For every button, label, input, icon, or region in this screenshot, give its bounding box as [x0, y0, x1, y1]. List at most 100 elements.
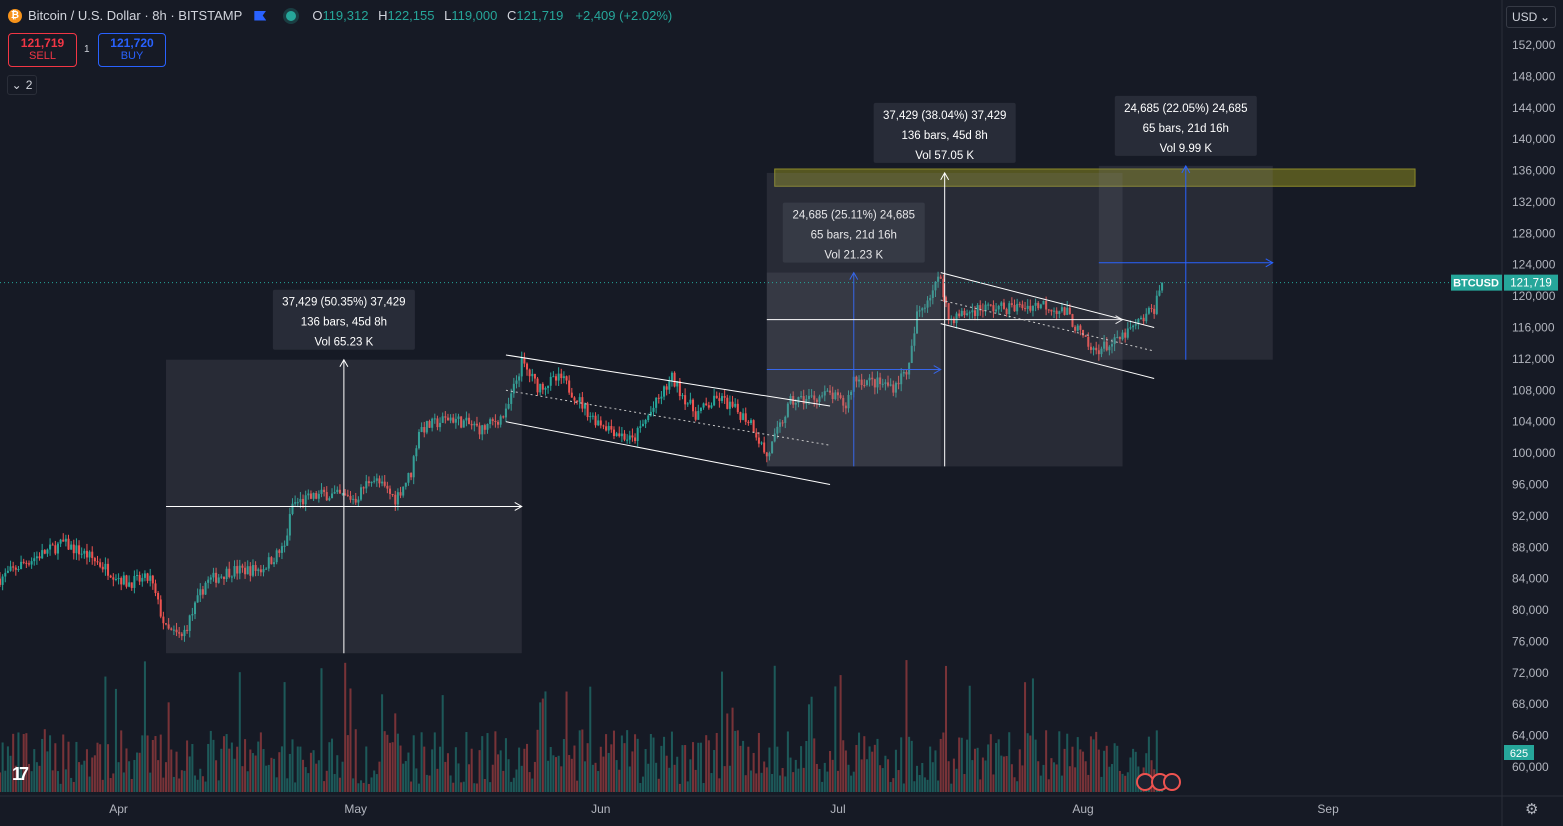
volume-bar: [966, 739, 969, 792]
price-tick-label: 84,000: [1512, 572, 1549, 586]
volume-bar: [64, 769, 67, 792]
volume-bar: [1126, 772, 1129, 792]
volume-bar: [784, 776, 787, 792]
buy-button[interactable]: 121,720 BUY: [98, 33, 166, 67]
candle-body: [763, 442, 766, 453]
candle-body: [265, 568, 268, 570]
volume-bar: [439, 746, 442, 792]
price-tick-label: 116,000: [1512, 321, 1555, 335]
candle-body: [589, 416, 592, 418]
candle-body: [415, 448, 418, 457]
volume-bar: [826, 771, 829, 792]
candle-body: [236, 566, 239, 574]
candle-body: [510, 393, 513, 404]
candle-body: [1018, 303, 1021, 305]
volume-bar: [446, 753, 449, 792]
channel-2-upper-line: [940, 272, 1155, 329]
volume-bar: [209, 730, 212, 792]
candle-body: [676, 381, 679, 387]
candle-body: [992, 305, 995, 312]
candle-body: [22, 561, 25, 563]
candle-body: [784, 416, 787, 423]
volume-bar: [154, 736, 157, 792]
volume-bar: [1037, 761, 1040, 792]
flag-icon[interactable]: [254, 10, 267, 21]
volume-bar: [858, 732, 861, 792]
volume-bar: [201, 776, 204, 792]
volume-bar: [35, 762, 38, 792]
price-tick-label: 136,000: [1512, 164, 1556, 178]
candle-body: [647, 415, 650, 420]
candle-body: [228, 568, 231, 577]
volume-bar: [876, 738, 879, 792]
volume-bar: [107, 744, 110, 792]
candle-body: [1002, 302, 1005, 309]
candle-body: [963, 310, 966, 316]
candle-body: [220, 576, 223, 578]
volume-bar: [51, 770, 54, 792]
candle-body: [829, 390, 832, 393]
volume-bar: [452, 782, 455, 792]
candle-body: [96, 561, 99, 563]
volume-bar: [1018, 749, 1021, 792]
volume-bar: [141, 735, 144, 792]
candle-body: [357, 499, 360, 503]
measure-label-line: 65 bars, 21d 16h: [811, 230, 897, 242]
volume-bar: [686, 781, 689, 792]
volume-bar: [365, 746, 368, 792]
candle-body: [25, 562, 28, 564]
candle-body: [626, 439, 629, 441]
volume-bar: [1039, 775, 1042, 792]
candle-body: [620, 433, 623, 437]
volume-bar: [665, 755, 668, 792]
candle-body: [402, 486, 405, 496]
candle-body: [1079, 325, 1082, 330]
volume-bar: [83, 760, 86, 792]
volume-bar: [549, 746, 552, 792]
volume-bar: [573, 745, 576, 792]
volume-bar: [286, 778, 289, 792]
price-tick-label: 80,000: [1512, 603, 1549, 617]
tradingview-logo-icon[interactable]: 17: [12, 764, 29, 784]
candle-body: [902, 371, 905, 374]
volume-bar: [657, 778, 660, 792]
volume-bar: [164, 762, 168, 792]
volume-bar: [236, 746, 239, 792]
volume-bar: [1155, 730, 1158, 792]
measure-arrowhead: [514, 502, 523, 511]
candle-body: [14, 567, 17, 570]
volume-bar: [112, 773, 115, 792]
currency-selector[interactable]: USD ⌄: [1506, 6, 1556, 28]
volume-bar: [1113, 743, 1116, 792]
candle-body: [204, 582, 207, 595]
sell-button[interactable]: 121,719 SELL: [8, 33, 77, 67]
candle-body: [120, 578, 123, 585]
volume-bar: [871, 751, 874, 792]
indicators-toggle[interactable]: ⌄ 2: [7, 75, 37, 95]
candle-body: [504, 408, 507, 418]
candle-body: [420, 427, 423, 432]
candle-body: [615, 433, 618, 437]
measure-label-line: 37,429 (38.04%) 37,429: [883, 110, 1006, 122]
candle-body: [1139, 317, 1143, 319]
candle-body: [30, 561, 33, 565]
volume-bar: [568, 755, 571, 792]
volume-bar: [541, 698, 544, 792]
candle-body: [1000, 302, 1003, 306]
candle-body: [547, 385, 550, 389]
price-tick-label: 120,000: [1512, 289, 1556, 303]
candle-body: [381, 481, 384, 484]
candle-body: [136, 575, 139, 577]
candle-body: [797, 397, 800, 403]
candle-body: [441, 416, 444, 423]
volume-bar: [478, 750, 481, 792]
candle-body: [879, 377, 882, 385]
candle-body: [468, 417, 471, 424]
gear-icon[interactable]: ⚙: [1525, 801, 1539, 818]
symbol-title[interactable]: Bitcoin / U.S. Dollar · 8h · BITSTAMP: [28, 8, 243, 23]
volume-bar: [331, 738, 334, 792]
candle-body: [1050, 309, 1053, 312]
measure-label-line: Vol 21.23 K: [824, 250, 883, 262]
order-quantity[interactable]: 1: [84, 44, 90, 55]
